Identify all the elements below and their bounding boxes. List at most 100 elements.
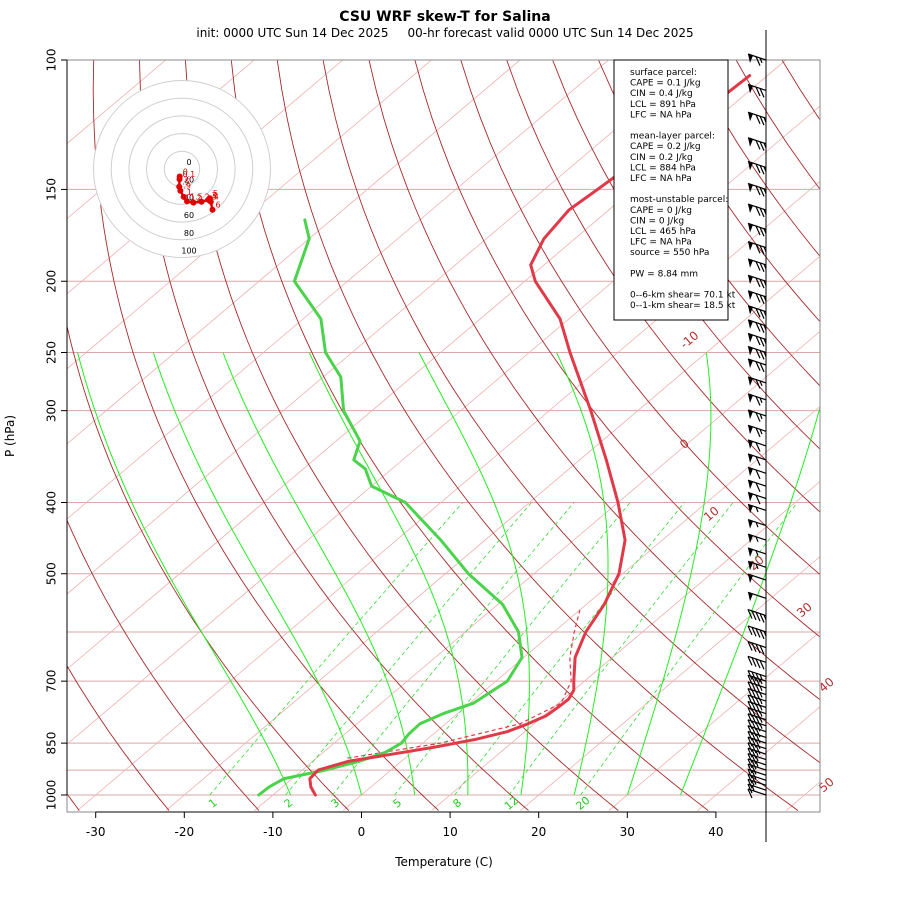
mixing-ratio-label: 2 <box>282 796 296 810</box>
hodograph-point-label: 6 <box>216 201 221 210</box>
mixing-ratio-label: 8 <box>450 796 464 810</box>
moist-adiabat-36 <box>680 405 820 796</box>
wind-barb <box>747 409 767 422</box>
dry-adiabat-250 <box>67 664 170 811</box>
y-tick-label: 100 <box>45 49 59 72</box>
wind-barb <box>747 345 767 360</box>
x-tick-label: -30 <box>86 825 106 839</box>
mixing-ratio-label: 1 <box>206 796 220 810</box>
moist-adiabat--8 <box>77 352 292 796</box>
isotherm--90 <box>67 60 433 370</box>
hodograph-point-label: 3 <box>212 191 217 200</box>
axes: -30 -20 -10 0 10 20 30 401001502002503004005007… <box>44 49 723 839</box>
info-box-frame <box>613 59 729 321</box>
hodograph-point <box>206 195 213 202</box>
wind-barb <box>747 640 767 655</box>
isotherm--80 <box>67 60 521 445</box>
hodograph-ring-label: 60 <box>184 211 194 220</box>
hodograph-point-label: 0 <box>183 168 188 177</box>
isotherm-label: -10 <box>677 328 701 351</box>
info-box-line: 0--1-km shear= 18.5 kt <box>630 301 736 311</box>
chart-title: CSU WRF skew-T for Salina <box>339 9 550 25</box>
dry-adiabat-390 <box>598 60 820 387</box>
wind-barb <box>747 625 767 640</box>
info-box-line: PW = 8.84 mm <box>630 269 698 279</box>
wind-barb <box>747 736 767 749</box>
wind-barb <box>747 608 767 623</box>
hodograph-ring <box>146 133 218 205</box>
wind-barb <box>747 547 767 557</box>
isotherm--60 <box>67 60 698 595</box>
info-box-line: CAPE = 0.1 J/kg <box>630 79 701 89</box>
hodograph-ring <box>128 115 236 223</box>
mixing-ratio-label: 12 <box>502 794 521 813</box>
isotherm-label: 50 <box>816 775 837 796</box>
mixing-ratio-label: 5 <box>390 796 404 810</box>
wind-barb <box>747 241 767 255</box>
moist-adiabat-30 <box>626 352 712 796</box>
hodograph-point <box>209 206 216 213</box>
wind-barb <box>747 573 767 584</box>
info-box-line: 0--6-km shear= 70.1 kt <box>630 291 736 301</box>
wind-barb <box>747 742 767 755</box>
mixing-ratio-line-5 <box>394 502 631 796</box>
hodograph-point-label: 4 <box>214 193 219 202</box>
mixing-ratio-label: 3 <box>328 796 342 810</box>
wind-barb <box>747 788 767 799</box>
y-tick-label: 200 <box>44 270 58 293</box>
hodograph-point <box>190 199 197 206</box>
wind-barb <box>747 439 767 452</box>
mixing-ratio-label: 20 <box>573 794 592 813</box>
x-tick-label: 0 <box>358 825 366 839</box>
hodograph-ring-label: 100 <box>181 247 196 256</box>
x-tick-label: -20 <box>174 825 194 839</box>
wind-barb <box>747 758 767 770</box>
mixing-ratio-labels: 1 2 3 5 8 12 20 <box>206 794 592 813</box>
wind-barb <box>747 182 767 197</box>
isotherm-50 <box>785 781 820 811</box>
wind-barb <box>747 319 767 334</box>
wind-barb <box>747 519 767 529</box>
isotherm-0 <box>342 405 820 811</box>
mixing-ratio-line-20 <box>580 502 798 796</box>
hodograph-ring-label: 20 <box>184 176 194 185</box>
hodograph-point-label: 1 <box>187 188 192 197</box>
info-box-line: most-unstable parcel: <box>630 195 728 205</box>
wind-barb <box>747 719 767 732</box>
wind-barb <box>747 533 767 544</box>
wind-barb <box>747 222 767 237</box>
hodograph-ring-label: 40 <box>184 193 194 202</box>
dry-adiabat-370 <box>506 60 820 513</box>
dry-adiabat-330 <box>322 60 820 764</box>
wind-barb <box>747 763 767 775</box>
wind-barb <box>747 332 767 347</box>
temperature-trace <box>308 74 752 797</box>
hodograph-point-label: .5 <box>182 178 190 187</box>
hodograph-ring-label: 80 <box>184 229 194 238</box>
hodograph-ring-label: 0 <box>186 158 191 167</box>
hodograph-point-label: 0.1 <box>183 170 196 179</box>
y-axis-title: P (hPa) <box>3 415 17 457</box>
dry-adiabat-360 <box>460 60 820 576</box>
dry-adiabat-300 <box>184 60 619 811</box>
mixing-ratio-line-8 <box>454 502 685 796</box>
moist-adiabat-18 <box>418 352 530 796</box>
chart-subtitle: init: 0000 UTC Sun 14 Dec 2025 00-hr for… <box>196 26 693 40</box>
wind-barb <box>747 730 767 744</box>
wind-barb <box>747 466 767 480</box>
dry-adiabat-290 <box>139 60 529 811</box>
isotherm--70 <box>67 60 610 520</box>
dry-adiabat-380 <box>552 60 820 450</box>
isotherm-label: 40 <box>816 675 837 696</box>
isotherm-10 <box>431 481 820 811</box>
wind-barb <box>747 53 767 66</box>
y-tick-label: 500 <box>45 562 59 585</box>
info-box-line: LFC = NA hPa <box>630 238 692 248</box>
dry-adiabat-340 <box>368 60 820 701</box>
hodograph-point-label: .9 <box>183 182 191 191</box>
isotherm--10 <box>254 330 820 811</box>
dry-adiabat-350 <box>414 60 820 638</box>
wind-barb <box>747 453 767 466</box>
isotherm--30 <box>77 180 820 811</box>
